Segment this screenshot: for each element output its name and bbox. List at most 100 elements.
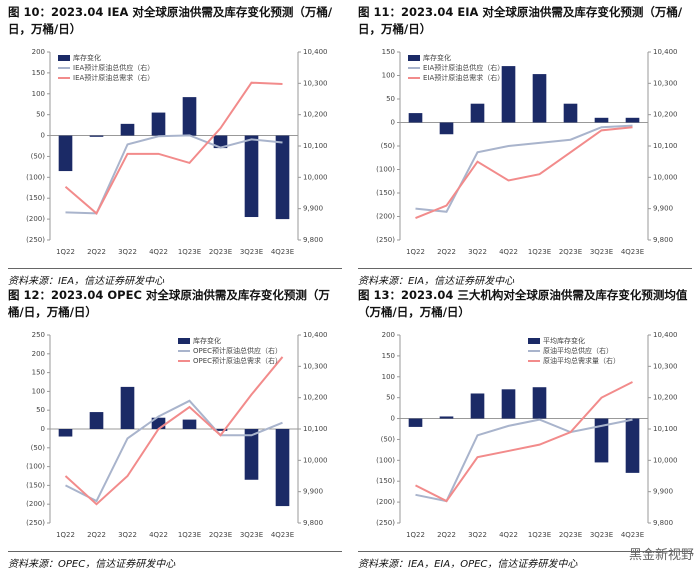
source-note: 资料来源：IEA，EIA，OPEC，信达证券研发中心 (358, 551, 692, 570)
chart-title: 图 13：2023.04 三大机构对全球原油供需及库存变化预测均值（万桶/日，万… (358, 288, 688, 319)
watermark: 黑金新视野 (628, 548, 694, 563)
legend-label: OPEC预计原油总需求（右） (193, 356, 282, 365)
y2-tick-label: 10,400 (653, 48, 678, 56)
legend-label: IEA预计原油总供应（右） (73, 63, 154, 72)
y-tick-label: (150) (376, 477, 395, 485)
y2-tick-label: 10,000 (303, 456, 328, 464)
y-tick-label: (100) (376, 456, 395, 464)
y-tick-label: 100 (32, 90, 45, 98)
x-tick-label: 4Q22 (149, 531, 168, 539)
legend-label: EIA预计原油总需求（右） (423, 73, 504, 82)
y2-tick-label: 10,300 (653, 79, 678, 87)
chart-title: 图 10：2023.04 IEA 对全球原油供需及库存变化预测（万桶/日，万桶/… (8, 5, 333, 36)
y2-tick-label: 10,200 (303, 394, 328, 402)
y-tick-label: 100 (32, 387, 45, 395)
y2-tick-label: 9,900 (653, 488, 673, 496)
bar (213, 429, 228, 431)
y-tick-label: (150) (26, 481, 45, 489)
y2-tick-label: 9,800 (653, 236, 673, 244)
y-tick-label: 0 (41, 425, 45, 433)
bar (275, 429, 290, 507)
bar (275, 135, 290, 220)
y-tick-label: 250 (32, 331, 45, 339)
line-series (415, 124, 633, 213)
legend-swatch (58, 55, 70, 61)
y2-tick-label: 10,100 (653, 425, 678, 433)
x-tick-label: 2Q23E (209, 531, 232, 539)
y-tick-label: 200 (32, 48, 45, 56)
y-tick-label: (150) (26, 194, 45, 202)
bar (408, 113, 423, 123)
x-tick-label: 1Q23E (178, 531, 201, 539)
bar (470, 103, 485, 123)
y2-tick-label: 10,200 (303, 111, 328, 119)
legend-label: 平均库存变化 (543, 336, 585, 345)
y2-tick-label: 10,200 (653, 111, 678, 119)
bar (532, 387, 547, 419)
x-tick-label: 1Q23E (178, 248, 201, 256)
y-tick-label: 50 (386, 394, 395, 402)
line-series (415, 418, 633, 503)
x-tick-label: 3Q22 (468, 531, 487, 539)
y-tick-label: 150 (382, 352, 395, 360)
y-tick-label: (200) (376, 498, 395, 506)
legend-label: 库存变化 (423, 53, 451, 62)
legend-label: 原油平均总供应（右） (543, 346, 613, 355)
bar (625, 117, 640, 123)
chart: 200 150 100 50 0 (50) (100) (150) (200) (250) 10,4… (26, 48, 328, 256)
y-tick-label: 200 (32, 350, 45, 358)
chart-panel: 图 12：2023.04 OPEC 对全球原油供需及库存变化预测（万桶/日，万桶… (0, 283, 350, 570)
source-note: 资料来源：IEA，信达证券研发中心 (8, 268, 342, 287)
x-tick-label: 1Q22 (406, 248, 425, 256)
y-tick-label: (50) (31, 444, 46, 452)
y-tick-label: 150 (32, 69, 45, 77)
y2-tick-label: 9,800 (653, 519, 673, 527)
legend-swatch (528, 338, 540, 344)
legend-label: 库存变化 (193, 336, 221, 345)
bar (594, 418, 609, 463)
chart: 250 200 150 100 50 0 (50) (100) (150) (200) (250) 1… (26, 331, 328, 539)
x-tick-label: 1Q23E (528, 248, 551, 256)
y2-tick-label: 10,300 (653, 362, 678, 370)
x-tick-label: 4Q23E (271, 531, 294, 539)
chart-panel: 图 13：2023.04 三大机构对全球原油供需及库存变化预测均值（万桶/日，万… (350, 283, 700, 570)
y2-tick-label: 9,800 (303, 236, 323, 244)
x-tick-label: 4Q23E (621, 248, 644, 256)
y-tick-label: (50) (381, 142, 396, 150)
bar (213, 135, 228, 149)
y-tick-label: (50) (381, 435, 396, 443)
y-tick-label: 0 (391, 415, 395, 423)
legend-label: EIA预计原油总供应（右） (423, 63, 504, 72)
chart-panel: 图 10：2023.04 IEA 对全球原油供需及库存变化预测（万桶/日，万桶/… (0, 0, 350, 287)
x-tick-label: 4Q23E (621, 531, 644, 539)
bar (182, 419, 197, 429)
y2-tick-label: 10,300 (303, 79, 328, 87)
y-tick-label: 100 (382, 373, 395, 381)
bar (563, 103, 578, 123)
x-tick-label: 3Q22 (468, 248, 487, 256)
y2-tick-label: 10,000 (653, 456, 678, 464)
x-tick-label: 3Q23E (590, 531, 613, 539)
bar (58, 429, 73, 437)
y-tick-label: (250) (26, 236, 45, 244)
y2-tick-label: 9,800 (303, 519, 323, 527)
y-tick-label: (250) (376, 236, 395, 244)
x-tick-label: 1Q23E (528, 531, 551, 539)
bar (594, 117, 609, 123)
x-tick-label: 2Q22 (437, 531, 456, 539)
bar (89, 135, 104, 137)
x-tick-label: 2Q23E (559, 531, 582, 539)
y-tick-label: 150 (32, 369, 45, 377)
legend-label: IEA预计原油总需求（右） (73, 73, 154, 82)
bar (470, 393, 485, 419)
bar (244, 135, 259, 218)
y-tick-label: 200 (382, 331, 395, 339)
legend-label: 库存变化 (73, 53, 101, 62)
x-tick-label: 3Q22 (118, 248, 137, 256)
bar (151, 417, 166, 429)
y2-tick-label: 10,400 (303, 48, 328, 56)
bar (120, 386, 135, 429)
line-series (415, 381, 633, 503)
y-tick-label: (150) (376, 189, 395, 197)
